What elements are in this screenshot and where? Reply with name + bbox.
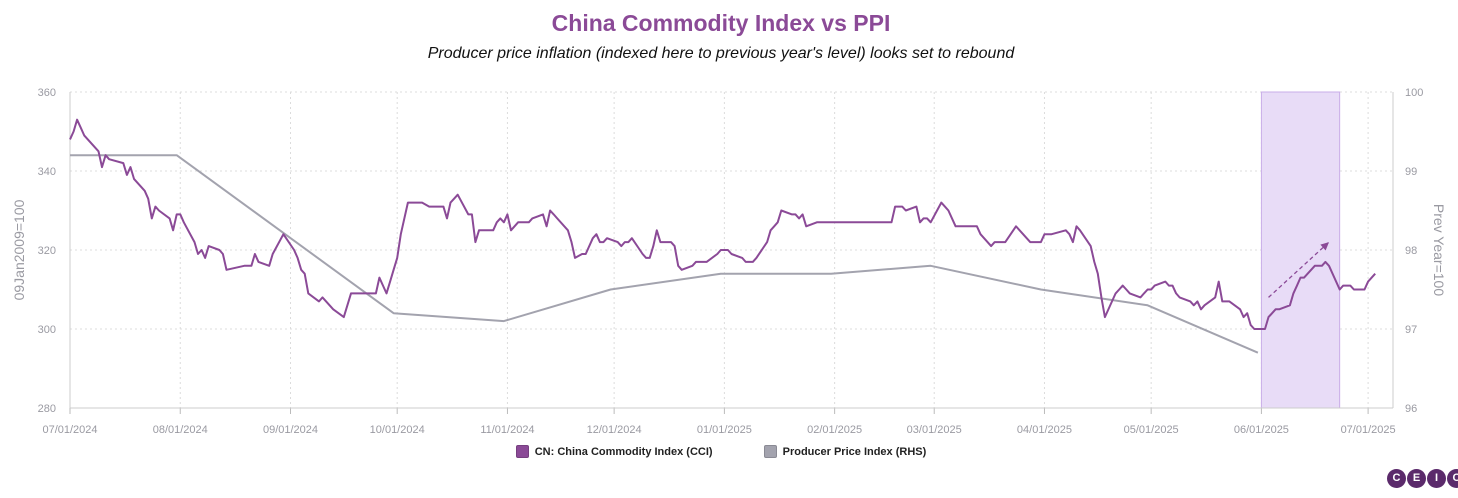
x-tick-label: 01/01/2025 (697, 424, 752, 436)
legend-item-ppi[interactable]: Producer Price Index (RHS) (763, 445, 927, 458)
y2-tick-label: 96 (1405, 403, 1417, 415)
legend-label-ppi: Producer Price Index (RHS) (782, 445, 927, 458)
legend: CN: China Commodity Index (CCI) Producer… (0, 445, 1442, 461)
logo-letter: I (1427, 469, 1446, 488)
chart-canvas: 280 96 300 97 320 98 340 99 360 100 07/01/2024 08/0… (11, 87, 1447, 436)
x-tick-label: 10/01/2024 (370, 424, 425, 436)
axes: 280 96 300 97 320 98 340 99 360 100 07/01/2024 08/0… (38, 87, 1424, 436)
gridlines (70, 91, 1393, 408)
y2-tick-label: 98 (1405, 245, 1417, 257)
x-tick-label: 07/01/2024 (42, 424, 97, 436)
x-tick-label: 04/01/2025 (1017, 424, 1072, 436)
trend-arrow-head (1320, 242, 1329, 251)
x-tick-label: 07/01/2025 (1341, 424, 1396, 436)
legend-swatch-cci (515, 445, 529, 458)
y-tick-label: 300 (38, 324, 56, 336)
legend-swatch-ppi (763, 445, 777, 458)
chart-title: China Commodity Index vs PPI (551, 10, 891, 36)
legend-item-cci[interactable]: CN: China Commodity Index (CCI) (515, 445, 713, 458)
logo-letter: C (1387, 469, 1406, 488)
ppi-series (70, 154, 1259, 354)
y-tick-label: 320 (38, 245, 56, 257)
y2-tick-label: 99 (1405, 166, 1417, 178)
logo-letter: E (1407, 469, 1426, 488)
x-tick-label: 08/01/2024 (153, 424, 208, 436)
y2-tick-label: 100 (1405, 87, 1423, 99)
chart-subtitle: Producer price inflation (indexed here t… (427, 45, 1015, 62)
highlight-band (1260, 91, 1341, 409)
ceic-logo: C E I C (1387, 469, 1458, 488)
x-tick-label: 06/01/2025 (1234, 424, 1289, 436)
y2-tick-label: 97 (1405, 324, 1417, 336)
ppi-line (70, 154, 1259, 354)
cci-line (69, 118, 1376, 330)
y2-axis-title: Prev Year=100 (1431, 204, 1447, 296)
legend-label-cci: CN: China Commodity Index (CCI) (534, 445, 713, 458)
x-tick-label: 09/01/2024 (263, 424, 318, 436)
trend-arrow (1268, 241, 1330, 298)
x-tick-label: 02/01/2025 (807, 424, 862, 436)
y-axis-title: 09Jan2009=100 (11, 199, 27, 300)
x-tick-label: 05/01/2025 (1124, 424, 1179, 436)
y-tick-label: 360 (38, 87, 56, 99)
x-tick-label: 12/01/2024 (587, 424, 642, 436)
x-tick-label: 11/01/2024 (480, 424, 534, 436)
logo-letter: C (1447, 469, 1458, 488)
cci-series (69, 118, 1376, 330)
highlight-rect (1260, 91, 1341, 409)
y-tick-label: 340 (38, 166, 56, 178)
x-tick-label: 03/01/2025 (907, 424, 962, 436)
y-tick-label: 280 (38, 403, 56, 415)
